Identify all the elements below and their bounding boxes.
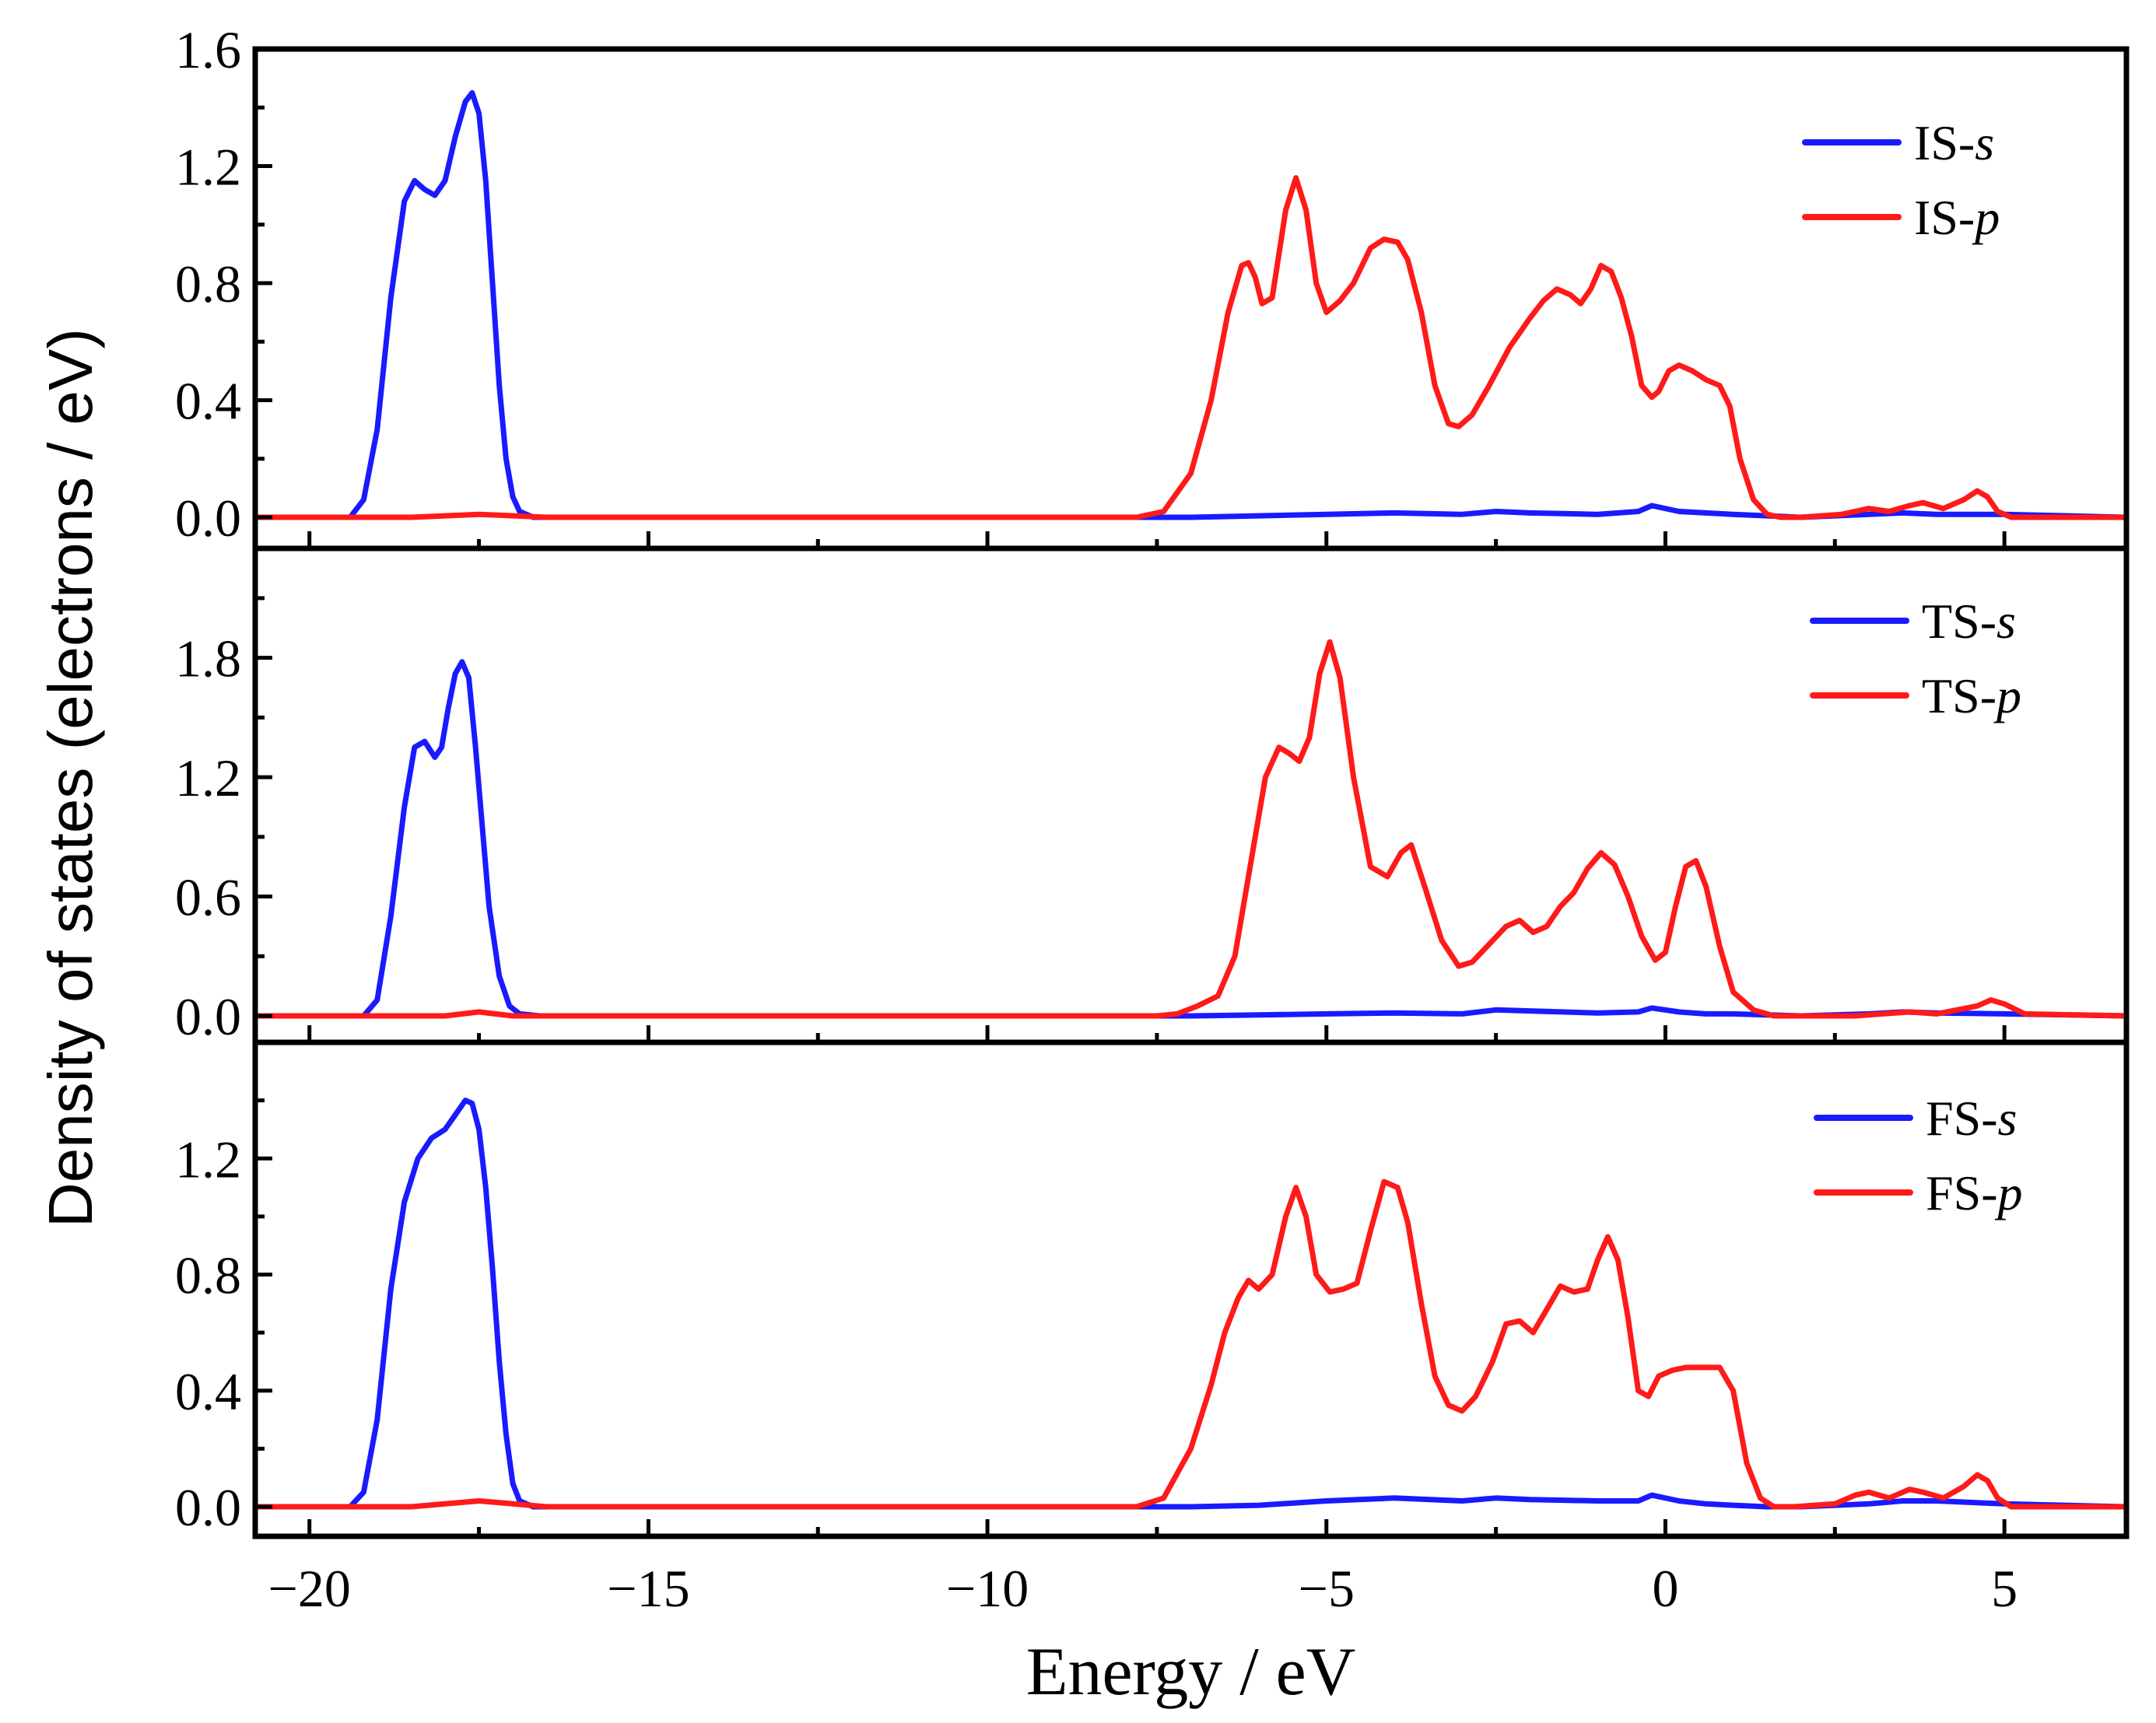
x-axis-title: Energy / eV <box>1026 1634 1356 1710</box>
legend-label-orbital: s <box>1998 1091 2018 1146</box>
y-axis-title: Density of states (electrons / eV) <box>36 328 105 1227</box>
series-line-ts-p <box>255 639 2126 1019</box>
panel-fs: 0.00.40.81.2FS-sFS-p <box>175 1039 2130 1539</box>
y-tick-label: 1.8 <box>175 629 241 688</box>
legend-label-p: TS-p <box>1922 668 2021 723</box>
legend-label-orbital: s <box>1996 594 2016 649</box>
legend-label-prefix: IS- <box>1914 115 1975 170</box>
legend-label-orbital: p <box>1993 668 2021 723</box>
legend-label-s: FS-s <box>1926 1091 2017 1146</box>
legend-label-prefix: FS- <box>1926 1165 1998 1220</box>
y-tick-label: 1.2 <box>175 138 241 197</box>
legend-label-orbital: p <box>1995 1165 2023 1220</box>
panel-is: 0.00.40.81.21.6IS-sIS-p <box>175 20 2130 552</box>
legend-label-orbital: p <box>1972 190 2000 245</box>
y-tick-label: 0.0 <box>175 1478 241 1537</box>
x-tick-label: −20 <box>268 1559 351 1618</box>
x-tick-label: −5 <box>1299 1559 1355 1618</box>
x-tick-label: 5 <box>1991 1559 2018 1618</box>
x-tick-label: −15 <box>607 1559 689 1618</box>
legend-label-orbital: s <box>1975 115 1994 170</box>
y-tick-label: 1.2 <box>175 1129 241 1189</box>
y-tick-label: 0.6 <box>175 868 241 927</box>
x-tick-label: 0 <box>1652 1559 1678 1618</box>
legend-label-prefix: TS- <box>1922 594 1996 649</box>
legend-label-p: FS-p <box>1926 1165 2023 1220</box>
y-tick-label: 1.6 <box>175 20 241 79</box>
panel-frame <box>252 1039 2130 1539</box>
series-line-ts-s <box>255 659 2126 1019</box>
series-line-is-p <box>255 175 2126 520</box>
y-tick-label: 0.4 <box>175 1362 241 1421</box>
series-line-fs-p <box>255 1178 2126 1510</box>
legend-label-s: TS-s <box>1922 594 2016 649</box>
legend-label-prefix: IS- <box>1914 190 1975 245</box>
y-tick-label: 0.4 <box>175 372 241 431</box>
y-tick-label: 1.2 <box>175 748 241 807</box>
y-tick-label: 0.0 <box>175 489 241 548</box>
y-tick-label: 0.0 <box>175 987 241 1046</box>
y-tick-label: 0.8 <box>175 254 241 313</box>
series-line-is-s <box>255 89 2126 520</box>
y-tick-label: 0.8 <box>175 1246 241 1305</box>
panel-ts: 0.00.61.21.8TS-sTS-p <box>175 545 2130 1046</box>
legend-label-p: IS-p <box>1914 190 2000 245</box>
x-tick-label: −10 <box>946 1559 1029 1618</box>
legend-label-prefix: FS- <box>1926 1091 1998 1146</box>
legend-label-prefix: TS- <box>1922 668 1996 723</box>
legend-label-s: IS-s <box>1914 115 1994 170</box>
